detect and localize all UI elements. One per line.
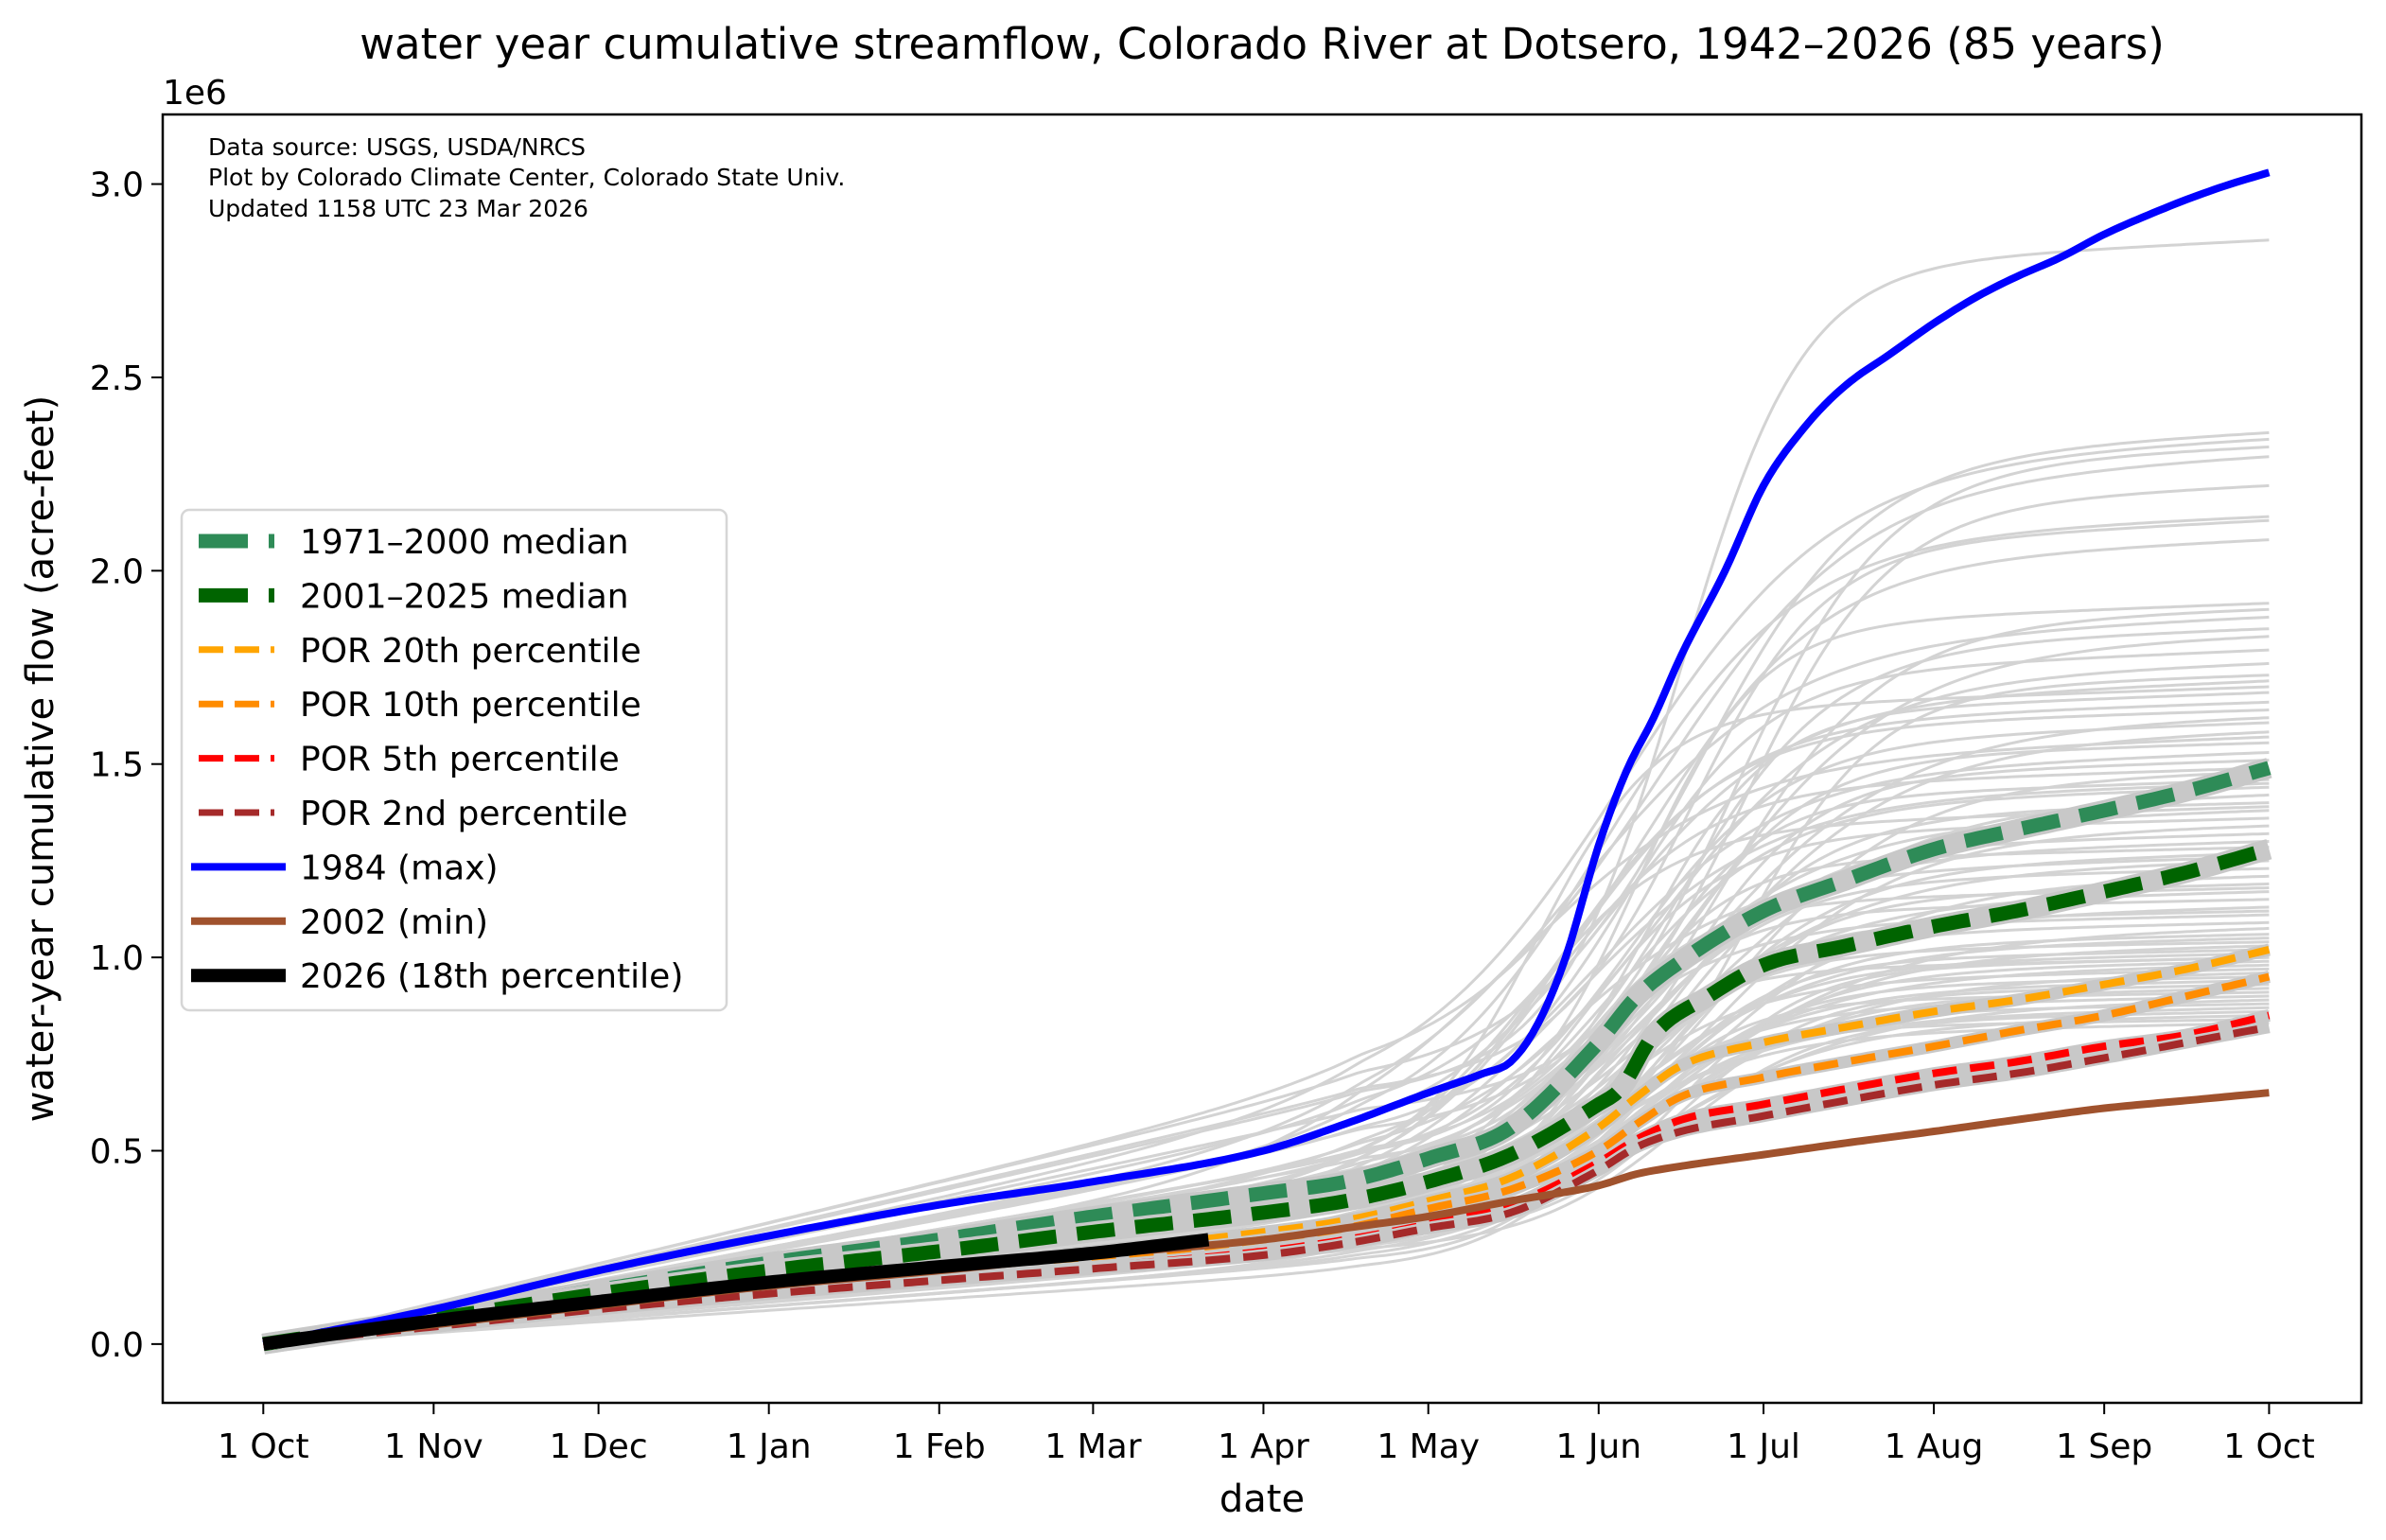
y-tick-label: 1.0	[90, 939, 144, 978]
x-tick-label: 1 May	[1377, 1427, 1480, 1466]
y-axis-offset-label: 1e6	[163, 74, 227, 113]
2001-2025-median-line	[261, 842, 2272, 1352]
annotation-data-source: Data source: USGS, USDA/NRCS	[208, 133, 586, 161]
legend-label: POR 5th percentile	[300, 741, 620, 779]
x-tick-label: 1 Oct	[218, 1427, 309, 1466]
legend-label: POR 2nd percentile	[300, 795, 628, 833]
legend-label: POR 20th percentile	[300, 632, 641, 671]
legend-item-por-5th-percentile: POR 5th percentile	[199, 741, 620, 779]
legend-item-por-10th-percentile: POR 10th percentile	[199, 686, 641, 725]
y-tick-label: 0.5	[90, 1132, 144, 1171]
2026-18th-percentile-line	[262, 1233, 1210, 1351]
y-axis-label: water-year cumulative flow (acre-feet)	[19, 395, 62, 1123]
1971-2000-median-line	[261, 761, 2272, 1352]
x-tick-label: 1 Nov	[384, 1427, 483, 1466]
background-year-line	[262, 538, 2270, 1346]
series-group	[258, 168, 2274, 1355]
y-tick-label: 2.0	[90, 552, 144, 591]
x-tick-label: 1 Apr	[1218, 1427, 1309, 1466]
y-tick-label: 2.5	[90, 359, 144, 398]
legend-label: 2001–2025 median	[300, 577, 629, 616]
x-tick-label: 1 Sep	[2056, 1427, 2152, 1466]
y-tick-label: 0.0	[90, 1326, 144, 1365]
legend: 1971–2000 median 2001–2025 median POR 20th…	[180, 508, 728, 1012]
x-tick-label: 1 Jun	[1555, 1427, 1641, 1466]
por-20th-percentile-line	[262, 946, 2271, 1348]
legend-label: 1971–2000 median	[300, 523, 629, 562]
1984-max-line	[262, 168, 2271, 1348]
y-tick-label: 1.5	[90, 746, 144, 785]
x-tick-label: 1 Dec	[550, 1427, 648, 1466]
legend-item-2002-min: 2002 (min)	[191, 903, 488, 942]
legend-label: POR 10th percentile	[300, 686, 641, 725]
legend-item-por-20th-percentile: POR 20th percentile	[199, 632, 641, 671]
background-year-line	[262, 455, 2270, 1346]
x-tick-label: 1 Jul	[1727, 1427, 1800, 1466]
legend-frame	[180, 508, 728, 1012]
x-tick-label: 1 Mar	[1044, 1427, 1141, 1466]
chart-title: water year cumulative streamflow, Colora…	[360, 19, 2165, 69]
legend-item-2026-18th-percentile: 2026 (18th percentile)	[191, 957, 683, 996]
x-tick-label: 1 Aug	[1885, 1427, 1984, 1466]
y-tick-label: 3.0	[90, 166, 144, 205]
legend-label: 1984 (max)	[300, 849, 499, 887]
x-axis-label: date	[1219, 1478, 1305, 1521]
x-tick-label: 1 Jan	[727, 1427, 812, 1466]
y-axis: 0.0 0.5 1.0 1.5 2.0 2.5 3.0	[90, 166, 163, 1365]
annotation-plot-by: Plot by Colorado Climate Center, Colorad…	[208, 164, 845, 191]
annotation-updated: Updated 1158 UTC 23 Mar 2026	[208, 195, 588, 222]
legend-item-1984-max: 1984 (max)	[191, 849, 499, 887]
por-2nd-percentile-line	[262, 1023, 2271, 1348]
legend-item-por-2nd-percentile: POR 2nd percentile	[199, 795, 628, 833]
legend-item-2001-2025-median: 2001–2025 median	[199, 577, 629, 616]
background-year-line	[263, 1018, 2270, 1346]
x-tick-label: 1 Feb	[893, 1427, 986, 1466]
axes-frame	[161, 113, 2363, 1405]
legend-label: 2026 (18th percentile)	[300, 957, 683, 996]
legend-label: 2002 (min)	[300, 903, 488, 942]
x-tick-label: 1 Oct	[2223, 1427, 2315, 1466]
legend-item-1971-2000-median: 1971–2000 median	[199, 523, 629, 562]
x-axis: 1 Oct 1 Nov 1 Dec 1 Jan 1 Feb 1 Mar 1 Apr 1 May…	[218, 1403, 2315, 1466]
plot-area	[258, 168, 2274, 1355]
background-year-line	[263, 1013, 2270, 1346]
